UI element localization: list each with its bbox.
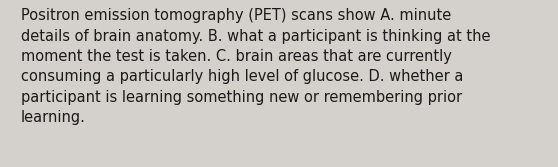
Text: Positron emission tomography (PET) scans show A. minute
details of brain anatomy: Positron emission tomography (PET) scans…	[21, 8, 490, 125]
